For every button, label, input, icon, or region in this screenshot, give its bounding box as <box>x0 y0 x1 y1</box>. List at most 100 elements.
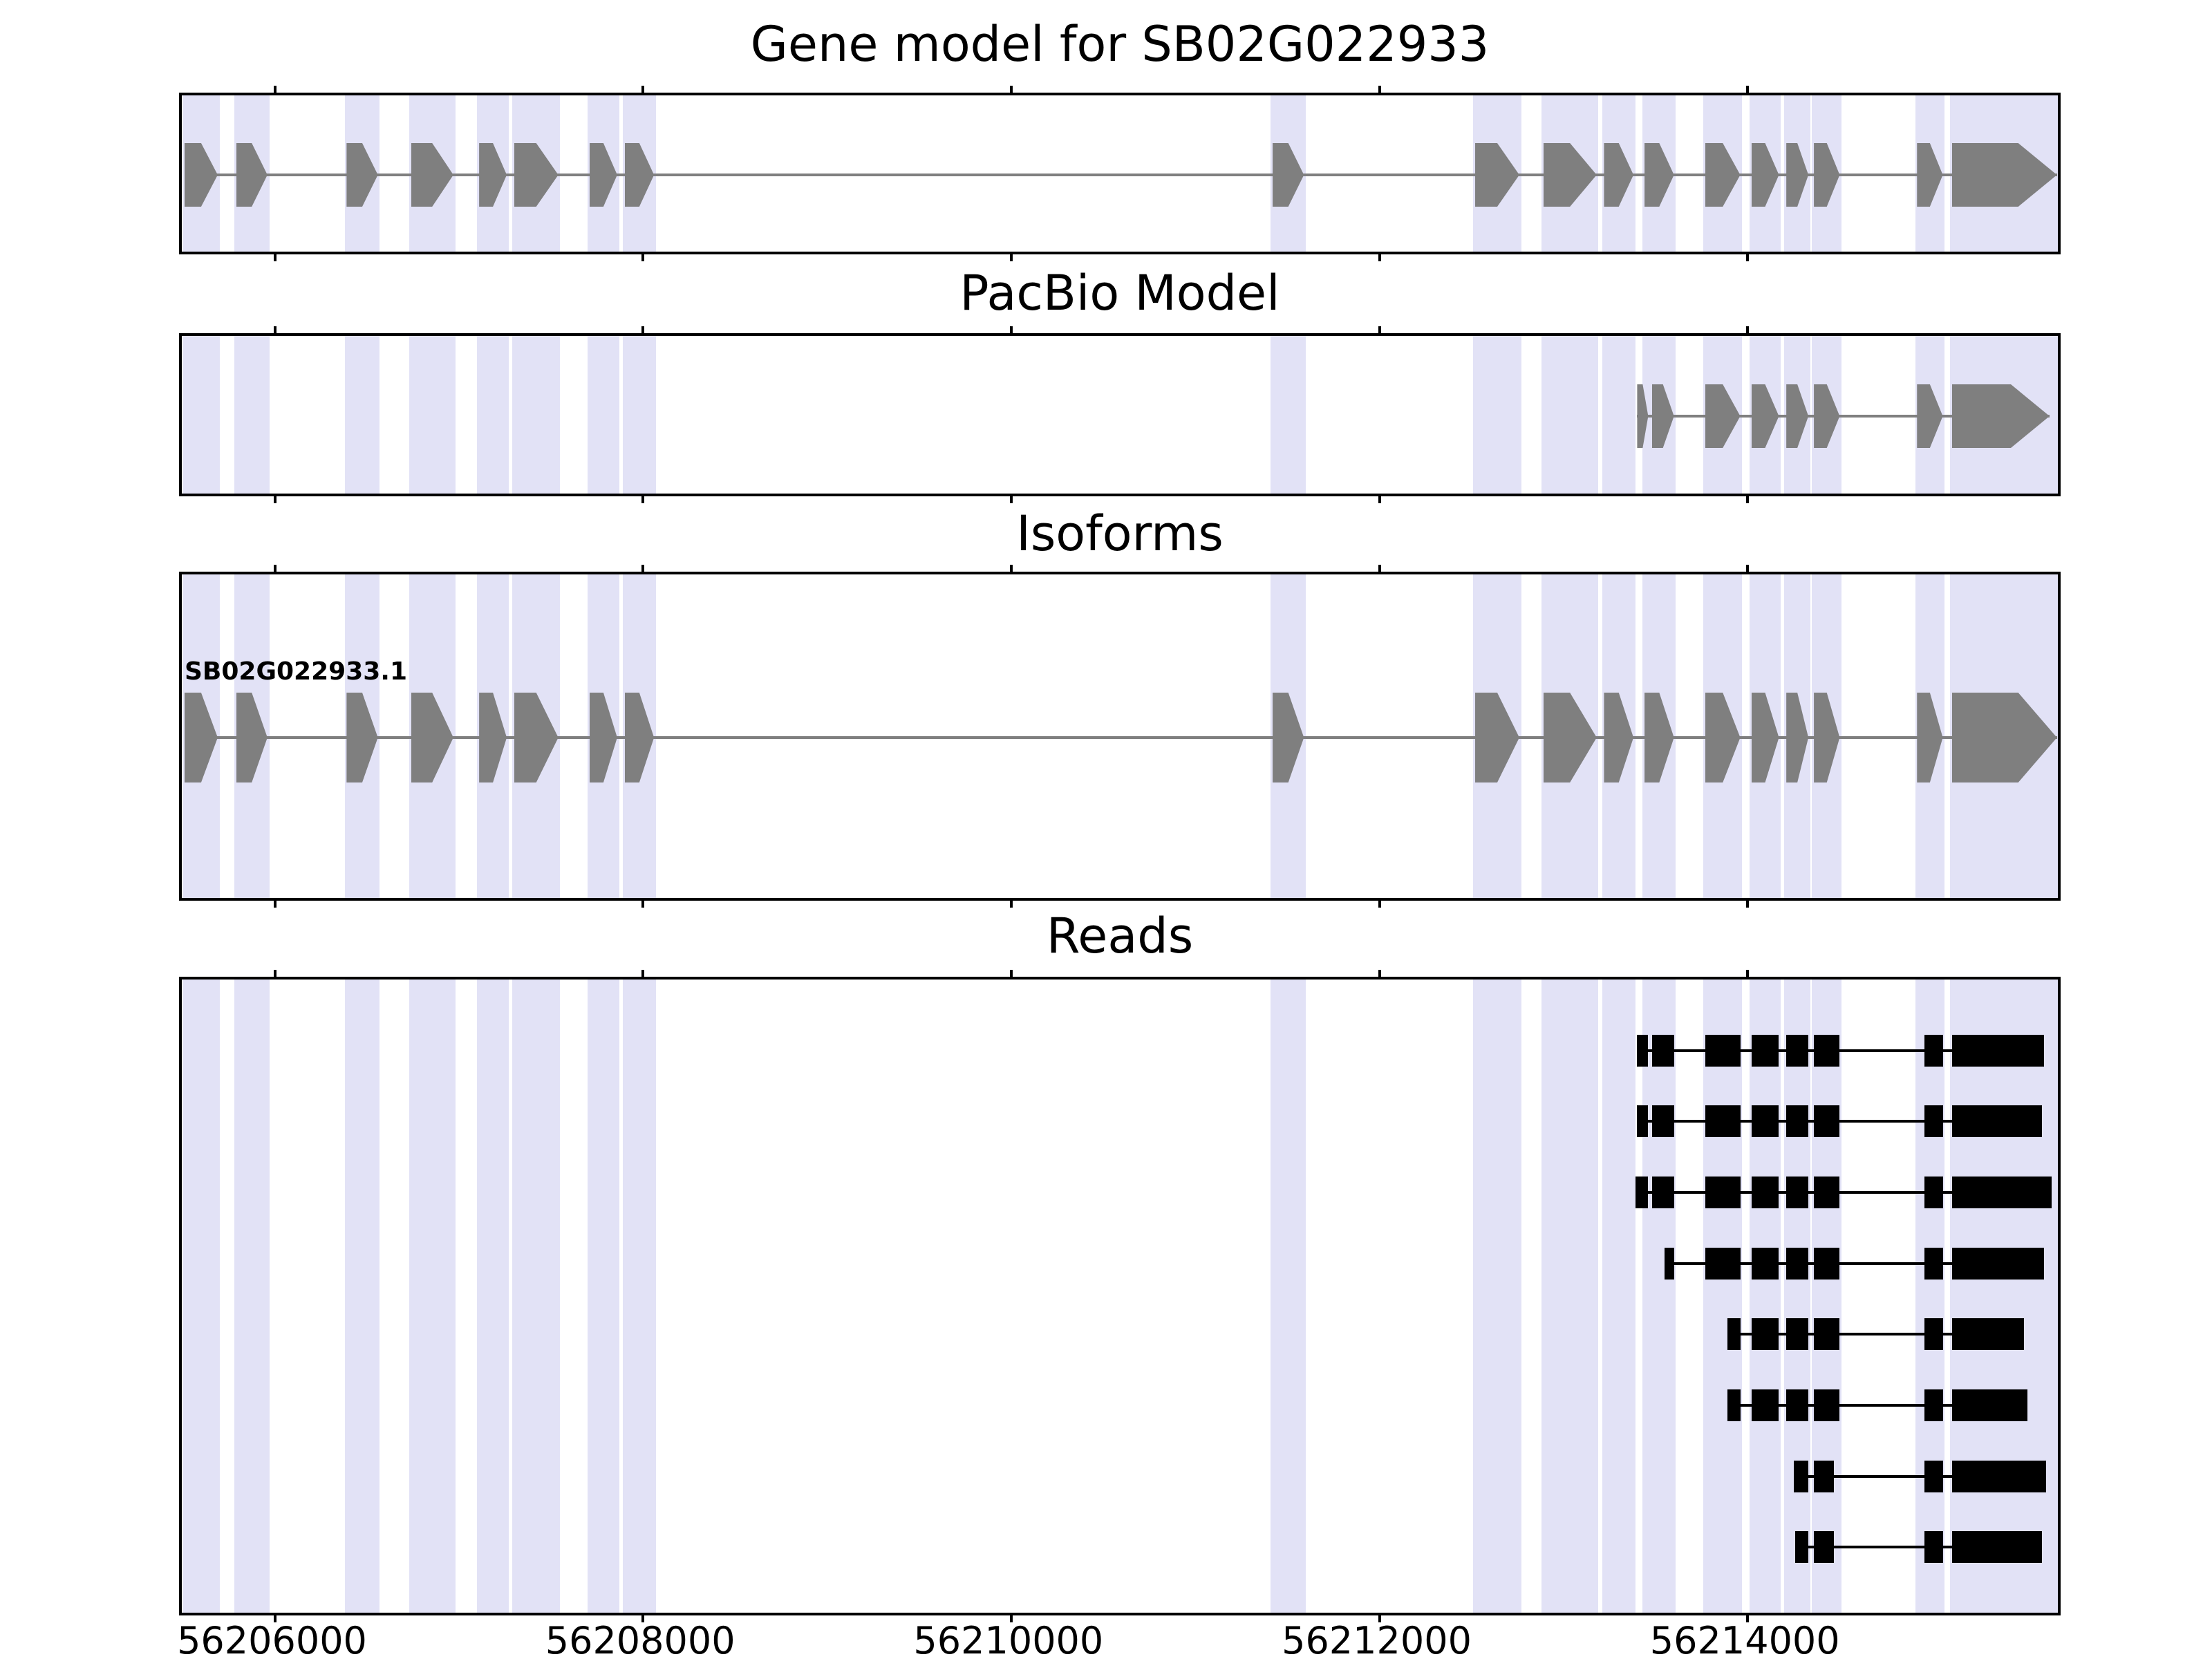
highlight-band <box>1271 336 1306 494</box>
highlight-band <box>1749 980 1781 1613</box>
axis-tick <box>1378 565 1381 574</box>
x-tick-label: 56210000 <box>913 1619 1104 1659</box>
read-block <box>1924 1389 1943 1421</box>
read-block <box>1814 1389 1840 1421</box>
read-block <box>1951 1177 2052 1208</box>
highlight-band <box>1473 336 1521 494</box>
read-line <box>1795 1546 2043 1549</box>
highlight-band <box>477 336 509 494</box>
axis-tick <box>641 494 645 503</box>
read-block <box>1814 1247 1840 1280</box>
highlight-band <box>1602 980 1635 1613</box>
read-block <box>1651 1177 1674 1208</box>
axis-tick <box>1009 898 1013 908</box>
read-block <box>1751 1177 1779 1208</box>
read-block <box>1751 1105 1779 1138</box>
highlight-band <box>344 980 380 1613</box>
read-block <box>1795 1531 1809 1564</box>
axis-tick <box>1746 970 1750 980</box>
axis-tick <box>1009 565 1013 574</box>
read-line <box>1727 1333 2024 1336</box>
axis-tick <box>1378 252 1381 261</box>
axis-tick <box>641 898 645 908</box>
axis-tick <box>1009 252 1013 261</box>
read-block <box>1924 1247 1943 1280</box>
axis-tick <box>641 86 645 95</box>
highlight-band <box>234 336 270 494</box>
axis-tick <box>1009 326 1013 336</box>
panel-title-reads: Reads <box>1046 908 1194 964</box>
highlight-band <box>1541 336 1599 494</box>
read-block <box>1786 1318 1809 1351</box>
read-block <box>1665 1247 1674 1280</box>
axis-tick <box>641 565 645 574</box>
axis-tick <box>273 565 276 574</box>
read-line <box>1665 1262 2045 1265</box>
read-block <box>1814 1034 1840 1067</box>
highlight-band <box>512 336 561 494</box>
axis-tick <box>1378 494 1381 503</box>
exon-arrow <box>1637 384 1649 448</box>
panel-title-isoforms: Isoforms <box>1016 505 1224 562</box>
axis-tick <box>1378 86 1381 95</box>
highlight-band <box>1473 980 1521 1613</box>
axis-tick <box>641 326 645 336</box>
highlight-band <box>1950 980 2058 1613</box>
axis-tick <box>273 898 276 908</box>
read-block <box>1793 1460 1809 1492</box>
axis-tick <box>641 252 645 261</box>
panel-isoforms: SB02G022933.1 <box>179 565 2061 908</box>
axis-tick <box>1009 86 1013 95</box>
highlight-band <box>1812 980 1842 1613</box>
highlight-band <box>1541 980 1599 1613</box>
read-line <box>1637 1049 2045 1052</box>
read-block <box>1751 1318 1779 1351</box>
read-block <box>1705 1177 1741 1208</box>
highlight-band <box>182 336 220 494</box>
read-block <box>1814 1177 1840 1208</box>
axis-tick <box>1009 1613 1013 1622</box>
read-block <box>1705 1105 1741 1138</box>
axis-tick <box>1746 326 1750 336</box>
axis-tick <box>1746 86 1750 95</box>
axis-tick <box>1746 898 1750 908</box>
panel-plot-area <box>182 95 2058 252</box>
axis-tick <box>641 970 645 980</box>
read-block <box>1786 1389 1809 1421</box>
read-block <box>1951 1460 2046 1492</box>
highlight-band <box>1642 980 1676 1613</box>
read-block <box>1705 1034 1741 1067</box>
read-block <box>1924 1177 1943 1208</box>
x-tick-label: 56214000 <box>1649 1619 1840 1659</box>
highlight-band <box>234 980 270 1613</box>
read-block <box>1651 1105 1674 1138</box>
read-block <box>1814 1460 1835 1492</box>
read-block <box>1751 1389 1779 1421</box>
highlight-band <box>622 336 656 494</box>
highlight-band <box>588 336 619 494</box>
highlight-band <box>1271 980 1306 1613</box>
axis-tick <box>1378 326 1381 336</box>
axis-tick <box>1746 252 1750 261</box>
read-block <box>1924 1105 1943 1138</box>
highlight-band <box>1703 980 1743 1613</box>
axis-tick <box>1746 494 1750 503</box>
intron-line <box>184 736 2057 739</box>
panel-plot-area <box>182 336 2058 494</box>
read-line <box>1793 1474 2046 1478</box>
read-block <box>1951 1389 2028 1421</box>
highlight-band <box>409 336 456 494</box>
read-block <box>1637 1105 1649 1138</box>
read-block <box>1786 1034 1809 1067</box>
panel-gene-model <box>179 86 2061 261</box>
axis-tick <box>1009 970 1013 980</box>
read-block <box>1637 1034 1649 1067</box>
axis-tick <box>273 86 276 95</box>
read-block <box>1924 1531 1943 1564</box>
read-block <box>1786 1177 1809 1208</box>
read-block <box>1727 1318 1741 1351</box>
panel-title-pacbio-model: PacBio Model <box>959 265 1280 321</box>
read-block <box>1814 1318 1840 1351</box>
read-line <box>1727 1404 2028 1407</box>
